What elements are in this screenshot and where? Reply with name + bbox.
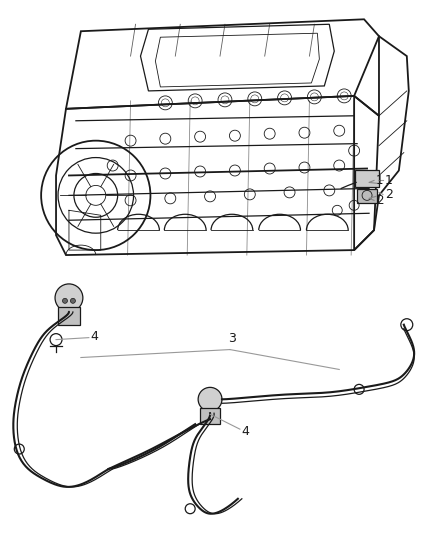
Text: 4: 4 [242, 425, 250, 438]
FancyBboxPatch shape [355, 169, 379, 188]
Text: 2: 2 [385, 188, 393, 201]
Circle shape [71, 298, 75, 303]
FancyBboxPatch shape [357, 189, 377, 203]
Text: 2: 2 [376, 194, 384, 207]
Circle shape [198, 387, 222, 411]
Circle shape [55, 284, 83, 312]
FancyBboxPatch shape [200, 408, 220, 424]
FancyBboxPatch shape [58, 307, 80, 325]
Text: 1: 1 [385, 174, 393, 187]
Text: 1: 1 [376, 174, 384, 187]
Circle shape [63, 298, 67, 303]
Text: 4: 4 [91, 330, 99, 343]
Text: 3: 3 [228, 332, 236, 345]
